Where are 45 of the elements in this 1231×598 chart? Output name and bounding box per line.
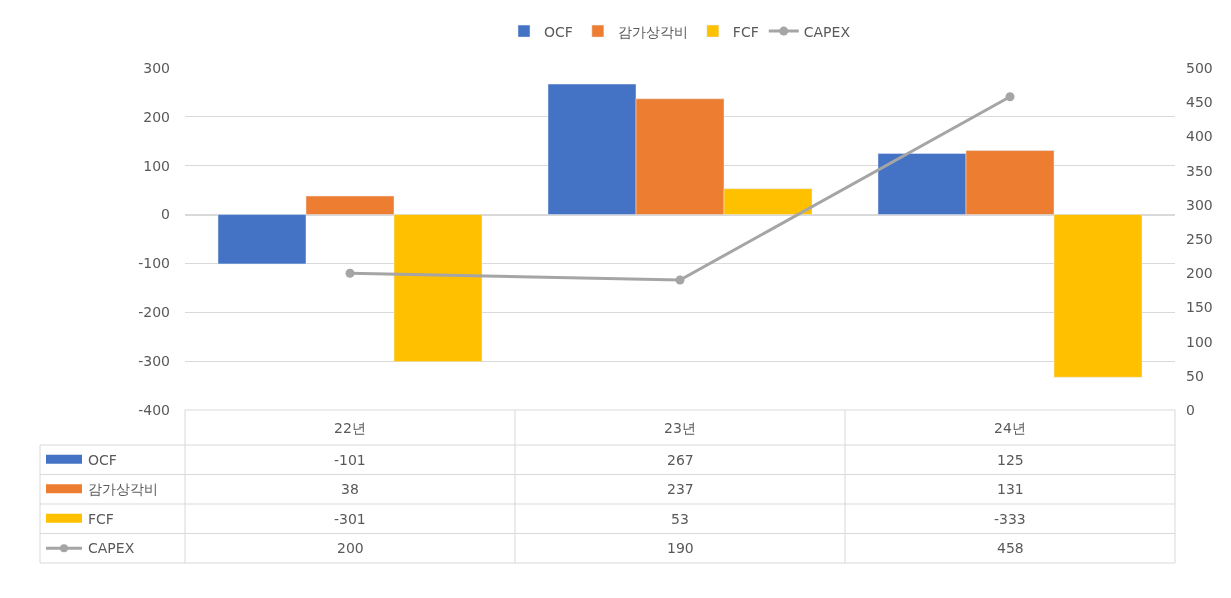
data-label: 125: [997, 452, 1024, 468]
y-tick-label: 0: [161, 206, 170, 223]
data-label: 38: [341, 481, 359, 497]
y2-tick-label: 400: [1186, 128, 1213, 145]
y-tick-label: 200: [143, 108, 170, 125]
y2-tick-label: 50: [1186, 367, 1204, 384]
x-tick-label: 24년: [994, 420, 1026, 436]
y2-tick-label: 150: [1186, 299, 1213, 316]
y2-tick-label: 350: [1186, 162, 1213, 179]
text: 감가상각비: [88, 481, 158, 497]
data-label: 53: [671, 511, 689, 527]
point: [675, 275, 685, 285]
y2-tick-label: 200: [1186, 265, 1213, 282]
text: CAPEX: [88, 540, 135, 556]
data-label: 458: [997, 540, 1024, 556]
x-tick-label: 23년: [664, 420, 696, 436]
y2-tick-label: 300: [1186, 196, 1213, 213]
data-label: -301: [334, 511, 366, 527]
data-label: 267: [667, 452, 694, 468]
legend-label: OCF: [544, 23, 573, 40]
y2-tick-label: 0: [1186, 401, 1195, 418]
data-label: -101: [334, 452, 366, 468]
text: OCF: [88, 452, 117, 468]
data-label: -333: [994, 511, 1026, 527]
data-label: 131: [997, 481, 1024, 497]
x-tick-label: 22년: [334, 420, 366, 436]
y2-tick-label: 450: [1186, 94, 1213, 111]
y-tick-label: -200: [138, 304, 170, 321]
text: FCF: [88, 511, 114, 527]
y2-tick-label: 500: [1186, 59, 1213, 76]
y-tick-label: 100: [143, 157, 170, 174]
y-tick-label: -100: [138, 255, 170, 272]
legend-label: 감가상각비: [617, 23, 688, 40]
legend-label: CAPEX: [803, 23, 851, 40]
y-tick-label: -400: [138, 401, 170, 418]
y-tick-label: 300: [143, 59, 170, 76]
y2-tick-label: 100: [1186, 333, 1213, 350]
y2-tick-label: 250: [1186, 230, 1213, 247]
data-label: 237: [667, 481, 694, 497]
y-tick-label: -300: [138, 353, 170, 370]
legend-label: FCF: [732, 23, 759, 40]
data-label: 200: [337, 540, 364, 556]
point: [1005, 92, 1015, 102]
point: [345, 268, 355, 278]
data-label: 190: [667, 540, 694, 556]
